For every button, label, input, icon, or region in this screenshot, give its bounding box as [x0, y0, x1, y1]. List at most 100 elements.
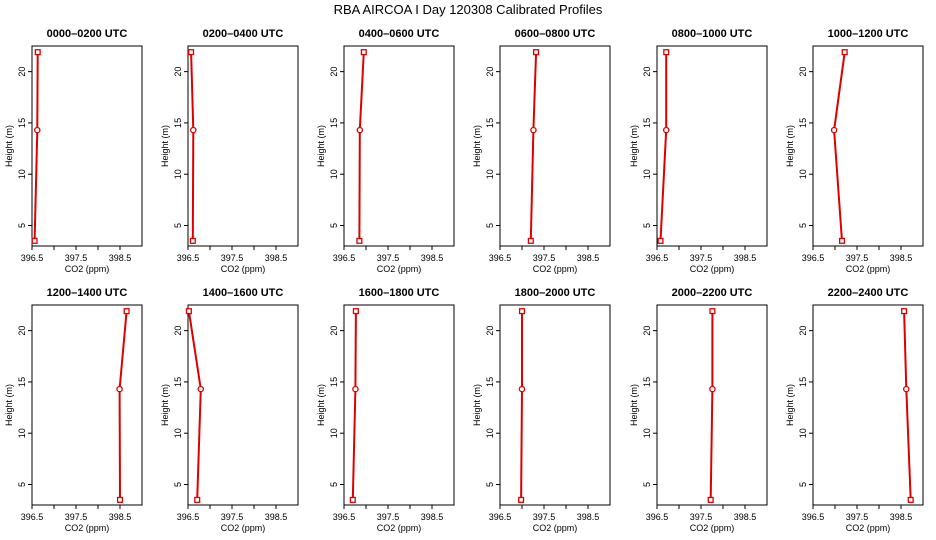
- y-tick-label: 10: [485, 169, 495, 179]
- y-tick-label: 5: [642, 482, 652, 487]
- data-point: [518, 308, 526, 315]
- y-tick-label: 20: [173, 326, 183, 336]
- y-tick-label: 20: [798, 326, 808, 336]
- data-point: [185, 308, 192, 315]
- x-tick-label: 398.5: [421, 512, 444, 522]
- data-point: [518, 496, 525, 503]
- profile-line: [33, 52, 39, 241]
- x-tick-label: 396.5: [802, 253, 825, 263]
- data-point: [903, 385, 910, 393]
- x-tick-label: 397.5: [65, 512, 88, 522]
- data-point: [901, 308, 908, 315]
- data-point: [116, 496, 124, 503]
- data-point: [349, 496, 356, 503]
- y-tick-label: 20: [798, 67, 808, 77]
- x-tick-label: 397.5: [377, 512, 400, 522]
- x-tick-label: 396.5: [21, 253, 44, 263]
- panel-title: 0800–1000 UTC: [672, 28, 753, 40]
- y-axis-label: Height (m): [316, 125, 326, 167]
- panel-title: 2200–2400 UTC: [828, 287, 909, 299]
- x-tick-label: 397.5: [690, 253, 713, 263]
- x-tick-label: 397.5: [377, 253, 400, 263]
- y-tick-label: 5: [485, 482, 495, 487]
- data-point: [907, 496, 914, 503]
- x-tick-label: 396.5: [333, 253, 356, 263]
- panel-frame: [343, 45, 455, 247]
- profile-line: [659, 52, 668, 241]
- x-tick-label: 396.5: [21, 512, 44, 522]
- y-tick-label: 10: [485, 428, 495, 438]
- data-point: [34, 126, 41, 134]
- y-tick-label: 10: [642, 428, 652, 438]
- y-tick-label: 10: [173, 428, 183, 438]
- x-tick-label: 397.5: [690, 512, 713, 522]
- y-axis-label: Height (m): [316, 384, 326, 426]
- y-tick-label: 20: [329, 326, 339, 336]
- y-tick-label: 20: [173, 67, 183, 77]
- x-tick-label: 397.5: [221, 512, 244, 522]
- x-axis-label: CO2 (ppm): [377, 523, 422, 533]
- panel-title: 0200–0400 UTC: [203, 28, 284, 40]
- x-tick-label: 397.5: [846, 512, 869, 522]
- x-tick-label: 398.5: [577, 512, 600, 522]
- panel-frame: [31, 45, 143, 247]
- x-tick-label: 397.5: [221, 253, 244, 263]
- y-tick-label: 15: [329, 377, 339, 387]
- y-tick-label: 5: [329, 482, 339, 487]
- x-axis-label: CO2 (ppm): [221, 523, 266, 533]
- data-point: [188, 49, 195, 56]
- y-axis-label: Height (m): [785, 125, 795, 167]
- data-point: [527, 237, 534, 244]
- data-point: [356, 126, 364, 134]
- y-axis-label: Height (m): [4, 384, 14, 426]
- x-axis-label: CO2 (ppm): [221, 264, 266, 274]
- x-tick-label: 398.5: [421, 253, 444, 263]
- profile-line: [351, 311, 357, 500]
- data-point: [709, 308, 716, 315]
- data-point: [190, 126, 197, 134]
- y-axis-label: Height (m): [629, 384, 639, 426]
- y-tick-label: 5: [642, 223, 652, 228]
- y-tick-label: 20: [17, 326, 27, 336]
- x-tick-label: 396.5: [802, 512, 825, 522]
- x-axis-label: CO2 (ppm): [533, 264, 578, 274]
- y-tick-label: 15: [173, 377, 183, 387]
- x-tick-label: 398.5: [890, 512, 913, 522]
- y-tick-label: 5: [17, 223, 27, 228]
- panel-title: 2000–2200 UTC: [672, 287, 753, 299]
- profile-line: [187, 311, 202, 500]
- panel-title: 1400–1600 UTC: [203, 287, 284, 299]
- x-tick-label: 398.5: [734, 512, 757, 522]
- data-point: [662, 126, 670, 134]
- y-axis-label: Height (m): [472, 384, 482, 426]
- panel-title: 0400–0600 UTC: [359, 28, 440, 40]
- data-point: [194, 496, 201, 503]
- panel-frame: [499, 304, 611, 506]
- data-point: [34, 49, 41, 56]
- y-tick-label: 15: [798, 118, 808, 128]
- data-point: [189, 237, 196, 244]
- y-tick-label: 15: [485, 377, 495, 387]
- y-tick-label: 15: [329, 118, 339, 128]
- x-axis-label: CO2 (ppm): [65, 264, 110, 274]
- y-tick-label: 15: [642, 377, 652, 387]
- y-tick-label: 10: [798, 169, 808, 179]
- data-point: [116, 385, 123, 393]
- data-point: [197, 385, 205, 393]
- panel-frame: [812, 45, 924, 247]
- data-point: [657, 237, 664, 244]
- data-point: [707, 496, 714, 503]
- profile-line: [520, 311, 523, 500]
- panel-title: 1000–1200 UTC: [828, 28, 909, 40]
- data-point: [360, 49, 367, 56]
- data-point: [352, 385, 359, 393]
- y-tick-label: 15: [485, 118, 495, 128]
- profile-line: [190, 52, 195, 241]
- y-tick-label: 20: [642, 326, 652, 336]
- panel-frame: [656, 304, 768, 506]
- x-axis-label: CO2 (ppm): [846, 264, 891, 274]
- x-tick-label: 396.5: [333, 512, 356, 522]
- data-point: [663, 49, 670, 56]
- data-point: [31, 237, 38, 244]
- x-tick-label: 396.5: [177, 512, 200, 522]
